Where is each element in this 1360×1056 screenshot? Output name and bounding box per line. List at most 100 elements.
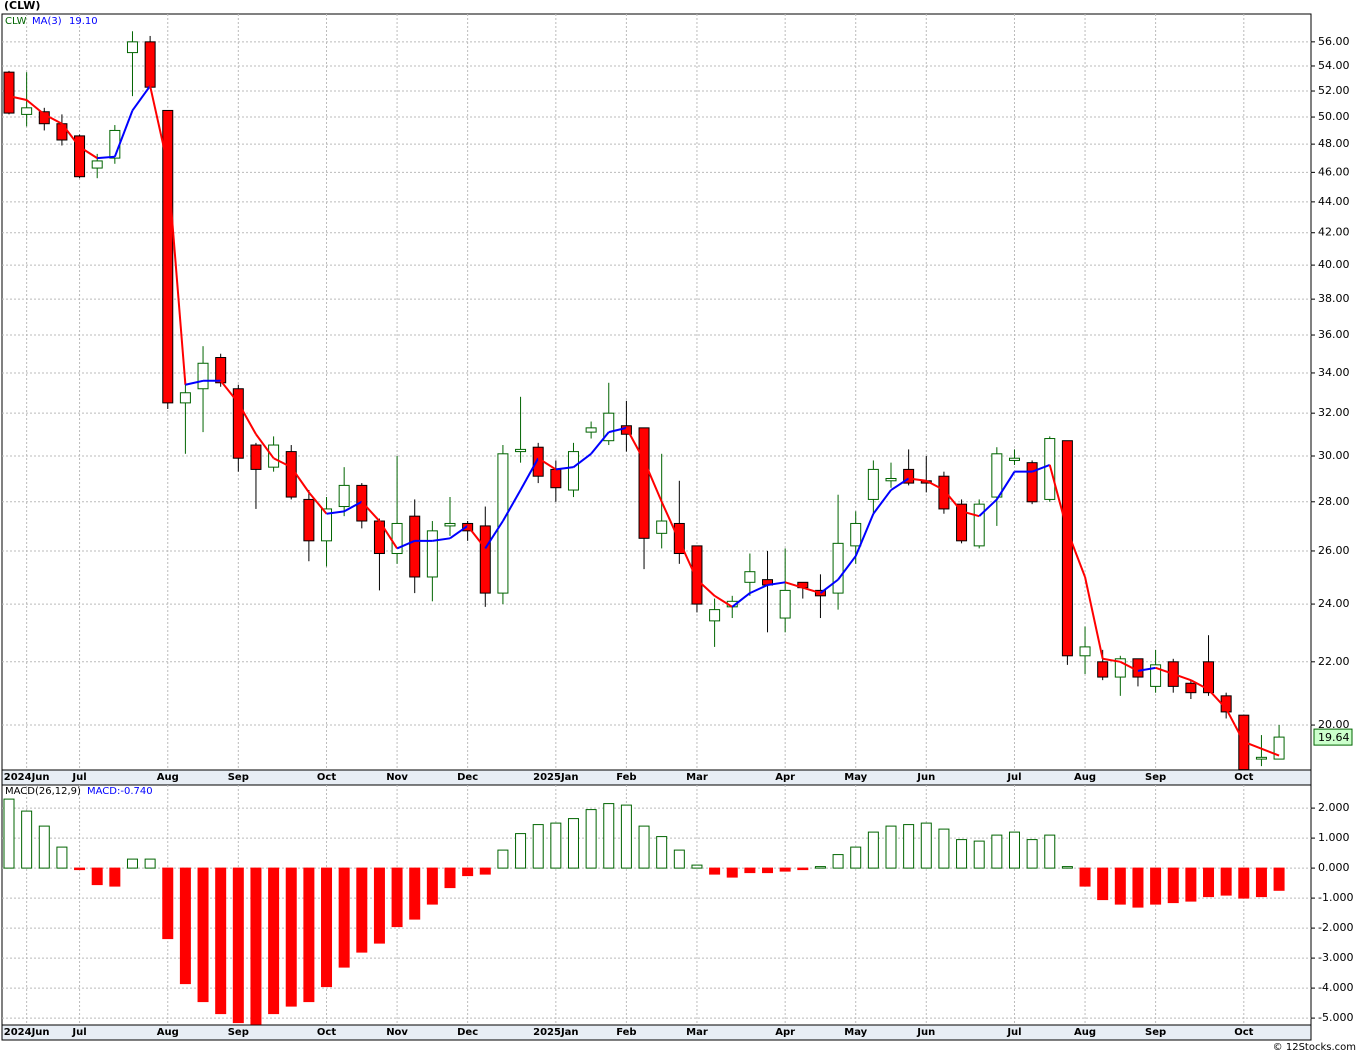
ma-segment xyxy=(978,498,998,517)
candle-body xyxy=(567,451,579,491)
candle-body xyxy=(973,503,985,547)
candle-body xyxy=(126,41,138,54)
macd-bar xyxy=(109,867,121,887)
candle-body xyxy=(197,362,209,390)
ma-segment xyxy=(166,165,187,385)
ma-segment xyxy=(273,457,292,469)
candle-body xyxy=(956,503,968,542)
ma-segment xyxy=(290,466,310,493)
y-tick-label: 1.000 xyxy=(1318,831,1350,844)
x-tick-label: Sep xyxy=(1145,772,1166,783)
y-tick-label: 26.00 xyxy=(1318,544,1350,557)
x-tick-label: Jun xyxy=(916,772,935,783)
ma-segment xyxy=(308,491,328,515)
ma-segment xyxy=(502,489,522,522)
candle-body xyxy=(779,589,791,619)
y-tick-label: 36.00 xyxy=(1318,328,1350,341)
footer: © 12Stocks.com xyxy=(1273,1042,1356,1053)
x-tick-label: 2024Jun xyxy=(4,1027,50,1038)
x-tick-label: Aug xyxy=(157,1027,179,1038)
ma-segment xyxy=(1243,740,1262,750)
y-tick-label: -1.000 xyxy=(1318,891,1353,904)
marks xyxy=(3,31,1285,1025)
candle-body xyxy=(814,589,826,597)
price-panel xyxy=(1,13,1312,771)
x-tick-label: Nov xyxy=(386,1027,408,1038)
macd-bar xyxy=(1255,867,1267,898)
x-tick-label: May xyxy=(844,772,867,783)
candle-body xyxy=(585,427,597,433)
candle-body xyxy=(250,444,262,470)
ma-segment xyxy=(731,592,751,608)
last-price-label: 19.64 xyxy=(1318,731,1350,744)
candle-body xyxy=(532,446,544,477)
macd-bar xyxy=(1238,867,1250,899)
x-tick-label: Dec xyxy=(457,772,478,783)
candle-body xyxy=(1185,682,1197,694)
candle-body xyxy=(832,542,844,594)
macd-bar xyxy=(1167,867,1179,904)
macd-bar xyxy=(91,867,103,886)
macd-bar xyxy=(550,822,562,869)
macd-bar xyxy=(814,866,826,869)
candle-body xyxy=(938,475,950,510)
macd-bar xyxy=(409,867,421,920)
macd-bar xyxy=(1185,867,1197,902)
ma-segment xyxy=(326,510,345,515)
chart-title: (CLW) xyxy=(4,0,40,12)
ma-segment xyxy=(1084,576,1104,660)
ma-segment xyxy=(113,110,134,158)
macd-bar xyxy=(1026,839,1038,869)
macd-bar xyxy=(991,834,1003,869)
macd-bar xyxy=(38,825,50,869)
y-tick-label: -5.000 xyxy=(1318,1011,1353,1024)
macd-bar xyxy=(867,831,879,869)
date-strip xyxy=(1,769,1312,786)
ma-segment xyxy=(678,540,698,581)
ma-segment xyxy=(79,146,98,159)
macd-bar xyxy=(1044,834,1056,869)
macd-bar xyxy=(1061,866,1073,869)
ma-segment xyxy=(131,85,151,112)
candle-body xyxy=(744,571,756,583)
ma-segment xyxy=(625,427,645,461)
macd-bar xyxy=(1114,867,1126,905)
macd-bar xyxy=(638,825,650,869)
y-tick-label: -4.000 xyxy=(1318,981,1353,994)
macd-bar xyxy=(321,867,333,988)
y-tick-label: 38.00 xyxy=(1318,292,1350,305)
candle-body xyxy=(1044,438,1056,500)
ma-segment xyxy=(361,501,381,522)
x-tick-label: Nov xyxy=(386,772,408,783)
legend-symbol: CLW xyxy=(5,16,27,27)
y-tick-label: -2.000 xyxy=(1318,921,1353,934)
macd-bar xyxy=(603,803,615,869)
candle-body xyxy=(1026,462,1038,503)
y-tick-label: 22.00 xyxy=(1318,655,1350,668)
y-tick-label: 48.00 xyxy=(1318,137,1350,150)
ma-segment xyxy=(537,457,557,471)
ma-segment xyxy=(555,466,574,471)
macd-bar xyxy=(373,867,385,944)
ma-segment xyxy=(802,586,821,595)
candle-body xyxy=(232,388,244,459)
ma-segment xyxy=(961,510,980,518)
macd-bar xyxy=(779,867,791,872)
ma-segment xyxy=(925,479,945,491)
x-tick-label: Sep xyxy=(1145,1027,1166,1038)
macd-bar xyxy=(797,867,809,871)
ma-segment xyxy=(1137,666,1156,672)
macd-bar xyxy=(1097,867,1109,901)
candle-body xyxy=(1079,646,1091,657)
macd-bar xyxy=(709,867,721,875)
ma-segment xyxy=(255,433,275,459)
y-tick-label: 24.00 xyxy=(1318,597,1350,610)
candle-body xyxy=(144,41,156,88)
candle-body xyxy=(1061,440,1073,657)
ma-segment xyxy=(749,584,768,595)
y-tick-label: 28.00 xyxy=(1318,495,1350,508)
ma-segment xyxy=(995,471,1016,500)
x-tick-label: Oct xyxy=(1234,1027,1253,1038)
candle-body xyxy=(1008,457,1020,461)
